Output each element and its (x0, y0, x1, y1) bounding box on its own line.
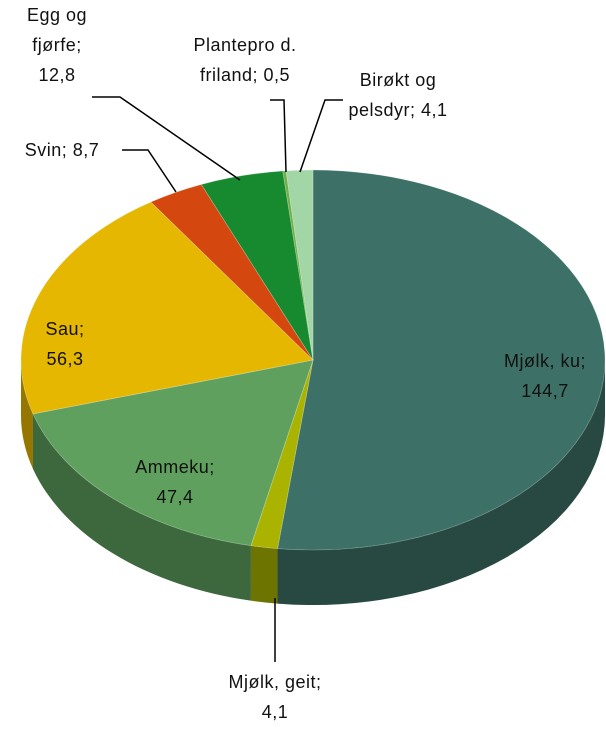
value-label: 56,3 (46, 349, 84, 369)
data-label: Mjølk, geit; 4,1 (220, 667, 330, 727)
label-separator: ; (76, 35, 82, 55)
slice (32, 359, 314, 547)
category-name: Ammeku (135, 457, 210, 477)
category-name: Birøkt og pelsdyr (348, 70, 437, 120)
label-separator: ; (409, 100, 416, 120)
category-name: Mjølk, ku (503, 351, 581, 371)
leader-line (122, 149, 177, 193)
value-label: 12,8 (38, 65, 76, 85)
slice (200, 170, 314, 361)
category-name: Plantepro d. friland (193, 35, 297, 85)
category-name: Sau (45, 319, 79, 339)
slice-side-shade (21, 360, 33, 469)
slice-side-shade (250, 545, 278, 604)
value-label: 144,7 (521, 381, 569, 401)
label-separator: ; (79, 319, 85, 339)
value-label: 4,1 (421, 100, 448, 120)
leader-line (270, 99, 287, 173)
slice-side (277, 360, 605, 605)
data-label: Egg og fjørfe; 12,8 (15, 0, 100, 90)
slice-side (32, 413, 251, 601)
slice (150, 183, 314, 361)
label-separator: ; (209, 457, 215, 477)
leader-line (92, 96, 241, 181)
value-label: 4,1 (261, 702, 289, 722)
slice (250, 359, 314, 550)
data-label: Sau; 56,3 (25, 314, 105, 374)
data-label: Ammeku; 47,4 (115, 452, 235, 512)
data-label: Mjølk, ku; 144,7 (483, 346, 606, 406)
slice-side-shade (32, 413, 251, 601)
value-label: 0,5 (263, 65, 291, 85)
data-label: Plantepro d. friland; 0,5 (190, 30, 300, 90)
slice-side (250, 545, 278, 604)
category-name: Mjølk, geit (228, 672, 316, 692)
slice-side-shade (277, 360, 605, 605)
data-label: Svin; 8,7 (2, 135, 122, 165)
label-separator: ; (580, 351, 586, 371)
label-separator: ; (252, 65, 258, 85)
label-separator: ; (316, 672, 322, 692)
value-label: 47,4 (156, 487, 194, 507)
slice-side (21, 360, 33, 469)
data-label: Birøkt og pelsdyr; 4,1 (341, 65, 456, 125)
leader-line (299, 99, 343, 173)
label-separator: ; (61, 140, 68, 160)
slice (20, 201, 314, 415)
category-name: Egg og fjørfe (26, 5, 88, 55)
slice (277, 169, 606, 551)
value-label: 8,7 (72, 140, 100, 160)
category-name: Svin (24, 140, 62, 160)
